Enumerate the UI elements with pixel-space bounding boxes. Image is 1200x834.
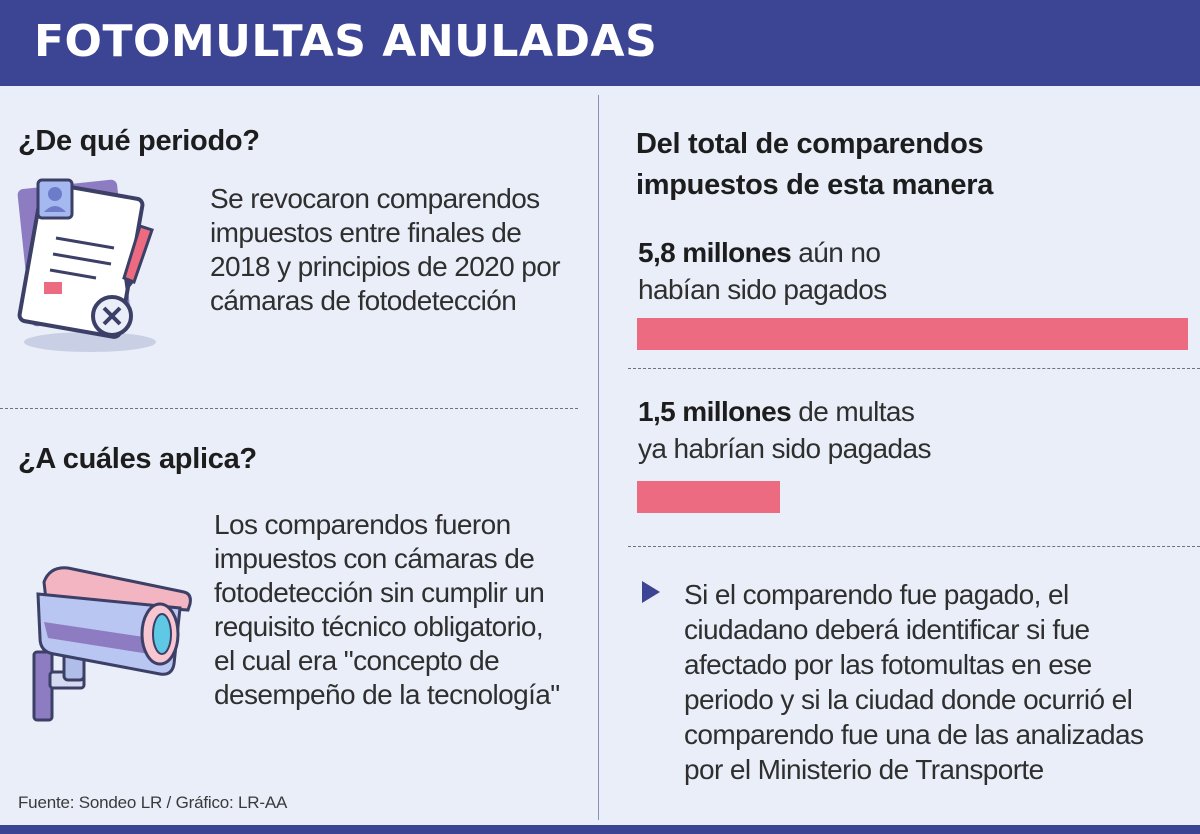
page-title: FOTOMULTAS ANULADAS [34,16,658,67]
scope-text: Los comparendos fueron impuestos con cám… [214,508,560,712]
period-line: 2018 y principios de 2020 por [210,251,561,282]
note-line: comparendo fue una de las analizadas [684,719,1144,750]
paid-label: de multas [791,396,915,427]
section-separator [628,368,1200,369]
header-bar: FOTOMULTAS ANULADAS [0,0,1200,86]
period-line: cámaras de fotodetección [210,285,517,316]
note-text: Si el comparendo fue pagado, el ciudadan… [684,577,1184,787]
footer-bar [0,825,1200,834]
scope-line: impuestos con cámaras de [214,543,535,574]
unpaid-value: 5,8 millones [638,237,792,268]
unpaid-label-line2: habían sido pagados [638,274,887,305]
note-line: Si el comparendo fue pagado, el [684,579,1069,610]
paid-value: 1,5 millones [638,396,792,427]
unpaid-bar [637,318,1188,350]
scope-line: el cual era "concepto de [214,645,500,676]
source-credit: Fuente: Sondeo LR / Gráfico: LR-AA [18,793,288,812]
column-divider [598,95,599,820]
scope-heading: ¿A cuáles aplica? [18,443,257,475]
play-triangle-icon [642,581,660,603]
section-separator [628,546,1200,547]
paid-stat: 1,5 millones de multas ya habrían sido p… [638,393,931,467]
chart-heading: Del total de comparendos impuestos de es… [636,124,993,206]
note-line: periodo y si la ciudad donde ocurrió el [684,684,1133,715]
chart-heading-line: Del total de comparendos [636,128,984,160]
section-separator [0,408,578,409]
note-line: afectado por las fotomultas en ese [684,649,1092,680]
security-camera-icon [32,566,192,722]
scope-line: requisito técnico obligatorio, [214,611,544,642]
period-heading: ¿De qué periodo? [18,125,260,157]
scope-line: fotodetección sin cumplir un [214,577,545,608]
period-line: Se revocaron comparendos [210,183,540,214]
paid-bar [637,481,780,513]
scope-line: desempeño de la tecnología" [214,679,560,710]
note-line: por el Ministerio de Transporte [684,754,1044,785]
unpaid-stat: 5,8 millones aún no habían sido pagados [638,234,887,308]
chart-heading-line: impuestos de esta manera [636,169,994,201]
paid-label-line2: ya habrían sido pagadas [638,433,931,464]
period-line: impuestos entre finales de [210,217,522,248]
unpaid-label: aún no [791,237,881,268]
document-cancel-icon [17,178,156,352]
note-line: ciudadano deberá identificar si fue [684,614,1090,645]
period-text: Se revocaron comparendos impuestos entre… [210,182,561,318]
scope-line: Los comparendos fueron [214,509,511,540]
